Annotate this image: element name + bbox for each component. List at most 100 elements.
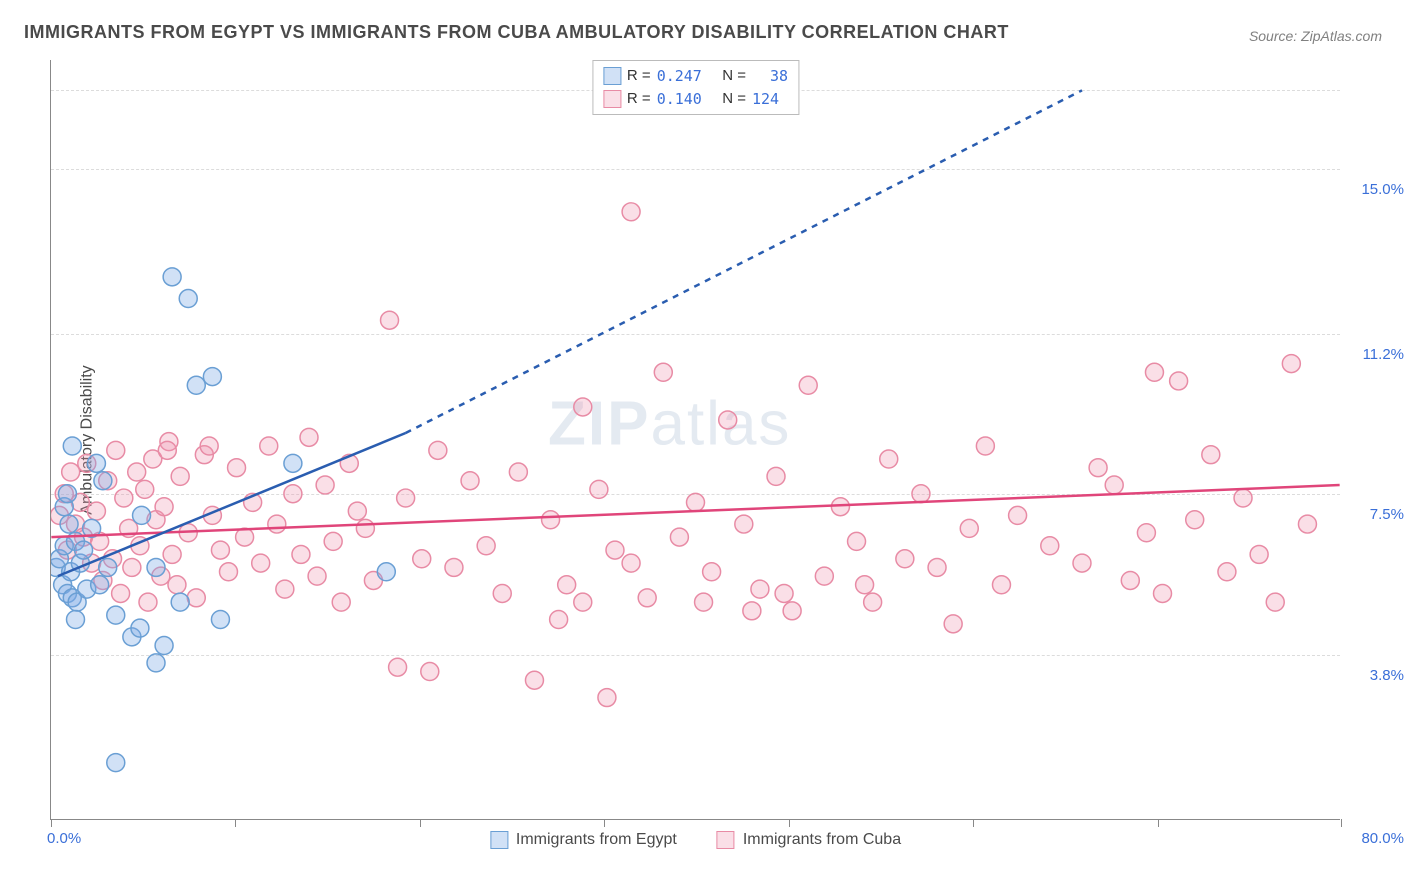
- source-attribution: Source: ZipAtlas.com: [1249, 28, 1382, 44]
- data-point: [1154, 584, 1172, 602]
- data-point: [574, 398, 592, 416]
- data-point: [1218, 563, 1236, 581]
- data-point: [1170, 372, 1188, 390]
- data-point: [292, 545, 310, 563]
- data-point: [799, 376, 817, 394]
- data-point: [155, 637, 173, 655]
- x-tick: [235, 819, 236, 827]
- data-point: [377, 563, 395, 581]
- data-point: [944, 615, 962, 633]
- data-point: [147, 558, 165, 576]
- data-point: [1186, 511, 1204, 529]
- series-legend: Immigrants from Egypt Immigrants from Cu…: [490, 831, 901, 849]
- data-point: [783, 602, 801, 620]
- data-point: [200, 437, 218, 455]
- data-point: [260, 437, 278, 455]
- data-point: [542, 511, 560, 529]
- data-point: [767, 467, 785, 485]
- data-point: [58, 485, 76, 503]
- data-point: [1145, 363, 1163, 381]
- data-point: [1009, 506, 1027, 524]
- data-point: [308, 567, 326, 585]
- data-point: [1105, 476, 1123, 494]
- data-point: [477, 537, 495, 555]
- data-point: [856, 576, 874, 594]
- data-point: [316, 476, 334, 494]
- data-point: [300, 428, 318, 446]
- data-point: [880, 450, 898, 468]
- data-point: [815, 567, 833, 585]
- data-point: [99, 558, 117, 576]
- data-point: [413, 550, 431, 568]
- data-point: [1202, 446, 1220, 464]
- legend-swatch-egypt-2: [490, 831, 508, 849]
- chart-title: IMMIGRANTS FROM EGYPT VS IMMIGRANTS FROM…: [24, 22, 1009, 43]
- data-point: [163, 545, 181, 563]
- data-point: [928, 558, 946, 576]
- data-point: [1137, 524, 1155, 542]
- data-point: [1250, 545, 1268, 563]
- series-legend-cuba: Immigrants from Cuba: [717, 831, 901, 849]
- data-point: [63, 437, 81, 455]
- data-point: [139, 593, 157, 611]
- data-point: [252, 554, 270, 572]
- data-point: [831, 498, 849, 516]
- data-point: [128, 463, 146, 481]
- data-point: [421, 663, 439, 681]
- data-point: [912, 485, 930, 503]
- data-point: [236, 528, 254, 546]
- data-point: [1073, 554, 1091, 572]
- data-point: [743, 602, 761, 620]
- data-point: [687, 493, 705, 511]
- data-point: [75, 541, 93, 559]
- legend-swatch-egypt: [603, 67, 621, 85]
- data-point: [123, 558, 141, 576]
- series-legend-egypt: Immigrants from Egypt: [490, 831, 677, 849]
- data-point: [87, 502, 105, 520]
- data-point: [606, 541, 624, 559]
- data-point: [356, 519, 374, 537]
- x-tick: [51, 819, 52, 827]
- data-point: [107, 441, 125, 459]
- data-point: [389, 658, 407, 676]
- data-point: [775, 584, 793, 602]
- x-tick: [973, 819, 974, 827]
- data-point: [220, 563, 238, 581]
- data-point: [131, 619, 149, 637]
- x-axis-max-label: 80.0%: [1361, 830, 1404, 847]
- data-point: [87, 454, 105, 472]
- data-point: [622, 554, 640, 572]
- data-point: [654, 363, 672, 381]
- data-point: [94, 472, 112, 490]
- data-point: [155, 498, 173, 516]
- data-point: [550, 611, 568, 629]
- data-point: [1266, 593, 1284, 611]
- data-point: [445, 558, 463, 576]
- data-point: [179, 290, 197, 308]
- data-point: [284, 485, 302, 503]
- data-point: [348, 502, 366, 520]
- data-point: [509, 463, 527, 481]
- data-point: [735, 515, 753, 533]
- data-point: [284, 454, 302, 472]
- data-point: [1121, 571, 1139, 589]
- data-point: [525, 671, 543, 689]
- data-point: [91, 576, 109, 594]
- data-point: [1089, 459, 1107, 477]
- data-point: [590, 480, 608, 498]
- x-tick: [789, 819, 790, 827]
- data-point: [324, 532, 342, 550]
- data-point: [163, 268, 181, 286]
- data-point: [158, 441, 176, 459]
- data-point: [187, 589, 205, 607]
- data-point: [574, 593, 592, 611]
- x-tick: [1341, 819, 1342, 827]
- data-point: [703, 563, 721, 581]
- chart-svg: [51, 60, 1340, 819]
- data-point: [62, 463, 80, 481]
- regression-line-dashed: [406, 90, 1082, 433]
- data-point: [622, 203, 640, 221]
- data-point: [67, 611, 85, 629]
- data-point: [638, 589, 656, 607]
- data-point: [896, 550, 914, 568]
